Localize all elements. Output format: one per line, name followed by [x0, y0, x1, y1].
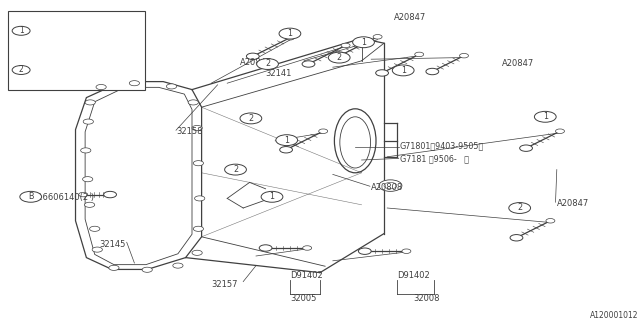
- Circle shape: [510, 235, 523, 241]
- Text: A20847: A20847: [502, 60, 534, 68]
- Text: Ⓑ016606140(2 ): Ⓑ016606140(2 ): [27, 192, 94, 201]
- Circle shape: [259, 245, 272, 251]
- Text: 1: 1: [401, 66, 406, 75]
- Text: 1: 1: [284, 136, 289, 145]
- Circle shape: [556, 129, 564, 133]
- Text: A20847: A20847: [240, 58, 272, 67]
- Circle shape: [276, 135, 298, 146]
- Circle shape: [509, 203, 531, 213]
- Text: A120001012: A120001012: [590, 311, 639, 320]
- Circle shape: [173, 263, 183, 268]
- Text: 2: 2: [248, 114, 253, 123]
- Circle shape: [79, 192, 88, 197]
- Circle shape: [426, 68, 439, 75]
- Circle shape: [520, 145, 532, 151]
- Circle shape: [193, 161, 204, 166]
- Circle shape: [142, 267, 152, 272]
- Circle shape: [334, 52, 347, 59]
- Circle shape: [109, 265, 119, 270]
- Circle shape: [285, 36, 294, 40]
- Circle shape: [341, 43, 350, 48]
- Circle shape: [261, 191, 283, 202]
- Circle shape: [302, 61, 315, 67]
- Text: 2: 2: [265, 60, 270, 68]
- Circle shape: [280, 147, 292, 153]
- Text: 2: 2: [337, 53, 342, 62]
- Circle shape: [225, 164, 246, 175]
- Circle shape: [129, 81, 140, 86]
- Circle shape: [402, 249, 411, 253]
- Text: 32157: 32157: [211, 280, 237, 289]
- Circle shape: [96, 84, 106, 90]
- Circle shape: [12, 26, 30, 35]
- Circle shape: [195, 196, 205, 201]
- Circle shape: [353, 37, 374, 48]
- Circle shape: [81, 148, 91, 153]
- Text: 1: 1: [361, 38, 366, 47]
- Circle shape: [83, 177, 93, 182]
- Circle shape: [546, 219, 555, 223]
- Circle shape: [192, 250, 202, 255]
- Circle shape: [193, 226, 204, 231]
- FancyBboxPatch shape: [8, 11, 145, 90]
- Text: 2: 2: [19, 66, 24, 75]
- Text: B: B: [28, 192, 33, 201]
- Circle shape: [240, 113, 262, 124]
- Text: 2: 2: [233, 165, 238, 174]
- Circle shape: [279, 28, 301, 39]
- Text: D91402: D91402: [397, 271, 429, 280]
- Circle shape: [166, 84, 177, 89]
- Text: A20808: A20808: [371, 183, 403, 192]
- Circle shape: [379, 180, 402, 191]
- Circle shape: [303, 246, 312, 250]
- Circle shape: [328, 52, 350, 63]
- Circle shape: [83, 119, 93, 124]
- Text: 1: 1: [19, 26, 24, 35]
- Circle shape: [84, 202, 95, 207]
- Circle shape: [392, 65, 414, 76]
- Circle shape: [85, 100, 95, 105]
- Circle shape: [188, 100, 198, 105]
- Circle shape: [246, 53, 259, 60]
- Text: A20847: A20847: [557, 199, 589, 208]
- Text: 1: 1: [269, 192, 275, 201]
- Text: 2: 2: [517, 204, 522, 212]
- Circle shape: [104, 191, 116, 198]
- Text: G71801（9403-9505）: G71801（9403-9505）: [400, 141, 484, 150]
- Circle shape: [92, 247, 102, 252]
- Text: 1: 1: [543, 112, 548, 121]
- Text: 32141: 32141: [266, 69, 292, 78]
- Text: 032008000(8 ): 032008000(8 ): [38, 26, 95, 35]
- Circle shape: [20, 191, 42, 202]
- Circle shape: [358, 248, 371, 254]
- Circle shape: [373, 35, 382, 39]
- Text: 1: 1: [287, 29, 292, 38]
- Circle shape: [376, 70, 388, 76]
- Text: G7181 （9506-   ）: G7181 （9506- ）: [400, 154, 469, 163]
- Text: 32008: 32008: [413, 294, 439, 303]
- Circle shape: [534, 111, 556, 122]
- Text: A20847: A20847: [394, 13, 426, 22]
- Circle shape: [192, 125, 202, 131]
- Text: 32005: 32005: [290, 294, 316, 303]
- Text: D91402: D91402: [290, 271, 323, 280]
- Circle shape: [460, 53, 468, 58]
- Circle shape: [319, 129, 328, 133]
- Circle shape: [257, 59, 278, 69]
- Circle shape: [12, 66, 30, 75]
- Circle shape: [90, 226, 100, 231]
- Text: 32145: 32145: [99, 240, 125, 249]
- Circle shape: [415, 52, 424, 57]
- Text: 32158: 32158: [176, 127, 202, 136]
- Text: ⓜ031008000(7 ): ⓜ031008000(7 ): [37, 66, 99, 75]
